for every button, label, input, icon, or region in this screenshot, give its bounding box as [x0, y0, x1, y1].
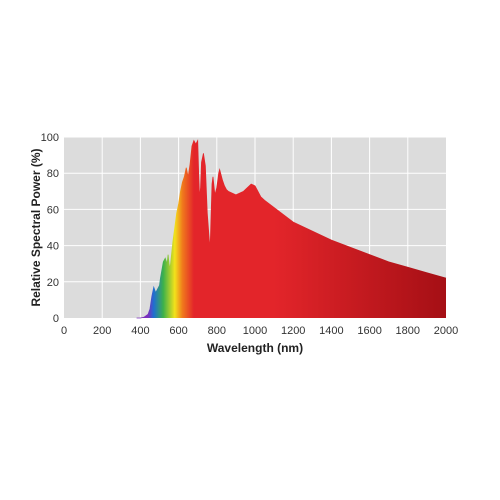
y-tick-label: 40	[47, 241, 59, 253]
x-tick-label: 1200	[281, 325, 305, 337]
x-axis-title: Wavelength (nm)	[207, 341, 303, 355]
x-tick-label: 1000	[243, 325, 267, 337]
x-tick-label: 200	[93, 325, 111, 337]
x-tick-label: 0	[61, 325, 67, 337]
y-tick-label: 100	[41, 132, 59, 144]
x-tick-label: 800	[208, 325, 226, 337]
y-axis-title: Relative Spectral Power (%)	[29, 148, 43, 306]
y-axis-ticks: 0 20 40 60 80 100	[41, 132, 59, 325]
spectral-area-series	[136, 140, 446, 318]
x-tick-label: 2000	[434, 325, 458, 337]
y-tick-label: 80	[47, 168, 59, 180]
x-tick-label: 600	[169, 325, 187, 337]
x-tick-label: 1600	[357, 325, 381, 337]
y-tick-label: 20	[47, 277, 59, 289]
spectral-line-series	[136, 139, 447, 319]
y-tick-label: 60	[47, 204, 59, 216]
x-tick-label: 400	[131, 325, 149, 337]
x-tick-label: 1800	[396, 325, 420, 337]
x-axis-ticks: 0 200 400 600 800 1000 1200 1400 1600 1800 2000	[61, 325, 458, 337]
y-tick-label: 0	[53, 313, 59, 325]
x-tick-label: 1400	[319, 325, 343, 337]
